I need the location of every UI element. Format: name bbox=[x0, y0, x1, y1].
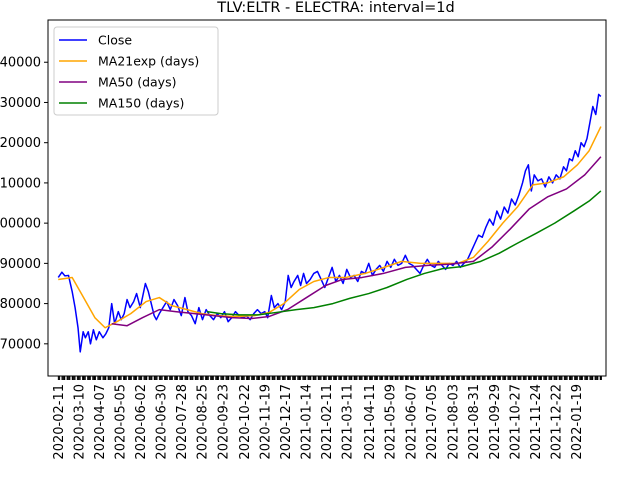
x-tick-label: 2021-11-24 bbox=[529, 384, 544, 460]
legend-label: MA150 (days) bbox=[98, 96, 184, 111]
x-tick-label: 2022-01-19 bbox=[570, 384, 585, 460]
plot-frame bbox=[47, 19, 607, 377]
legend-label: MA50 (days) bbox=[98, 75, 176, 90]
x-tick-label: 2021-06-07 bbox=[405, 384, 420, 460]
x-tick-label: 2020-11-19 bbox=[258, 384, 273, 460]
x-tick-label: 2020-09-23 bbox=[217, 384, 232, 460]
x-axis: 2020-02-11 2020-03-10 2020-04-07 2020-05-05… bbox=[52, 376, 603, 460]
x-tick-label: 2020-02-11 bbox=[52, 384, 67, 460]
x-tick-label: 2021-10-27 bbox=[509, 384, 524, 460]
chart-title: TLV:ELTR - ELECTRA: interval=1d bbox=[216, 0, 454, 16]
series-line-ma150 bbox=[206, 190, 602, 316]
y-axis: 70000 80000 90000 100000 110000 120000 130000 1… bbox=[0, 56, 48, 352]
x-tick-label: 2020-07-28 bbox=[175, 384, 190, 460]
series-line-ma50 bbox=[111, 156, 602, 327]
x-tick-label: 2021-05-09 bbox=[383, 384, 398, 460]
x-tick-label: 2020-05-05 bbox=[113, 384, 128, 460]
x-tick-label: 2021-08-03 bbox=[446, 384, 461, 460]
series-line-close bbox=[57, 93, 602, 353]
x-tick-label: 2020-03-10 bbox=[72, 384, 87, 460]
x-tick-label: 2021-12-22 bbox=[550, 384, 565, 460]
series-layer bbox=[57, 93, 602, 353]
x-tick-label: 2020-04-07 bbox=[93, 384, 108, 460]
y-tick-label: 120000 bbox=[0, 136, 41, 151]
y-tick-label: 80000 bbox=[0, 297, 41, 312]
x-tick-label: 2021-09-29 bbox=[488, 384, 503, 460]
x-tick-label: 2021-07-05 bbox=[425, 384, 440, 460]
x-tick-label: 2021-08-31 bbox=[467, 384, 482, 460]
legend-label: MA21exp (days) bbox=[98, 54, 199, 69]
plot-area bbox=[47, 19, 607, 377]
x-tick-label: 2020-12-17 bbox=[279, 384, 294, 460]
y-tick-label: 100000 bbox=[0, 217, 41, 232]
x-tick-label: 2020-08-25 bbox=[195, 384, 210, 460]
x-tick-label: 2021-04-11 bbox=[363, 384, 378, 460]
x-tick-label: 2020-06-02 bbox=[134, 384, 149, 460]
legend: Close MA21exp (days) MA50 (days) MA150 (day… bbox=[53, 26, 219, 116]
x-tick-label: 2020-06-30 bbox=[154, 384, 169, 460]
y-tick-label: 130000 bbox=[0, 96, 41, 111]
y-tick-label: 90000 bbox=[0, 257, 41, 272]
legend-label: Close bbox=[98, 33, 132, 48]
legend-box bbox=[53, 26, 219, 116]
y-tick-label: 110000 bbox=[0, 176, 41, 191]
x-tick-label: 2021-01-14 bbox=[299, 384, 314, 460]
x-tick-label: 2020-10-22 bbox=[238, 384, 253, 460]
y-tick-label: 70000 bbox=[0, 337, 41, 352]
x-tick-label: 2021-02-11 bbox=[320, 384, 335, 460]
series-line-ma21exp bbox=[58, 126, 602, 329]
x-tick-label: 2021-03-11 bbox=[340, 384, 355, 460]
y-tick-label: 140000 bbox=[0, 56, 41, 71]
